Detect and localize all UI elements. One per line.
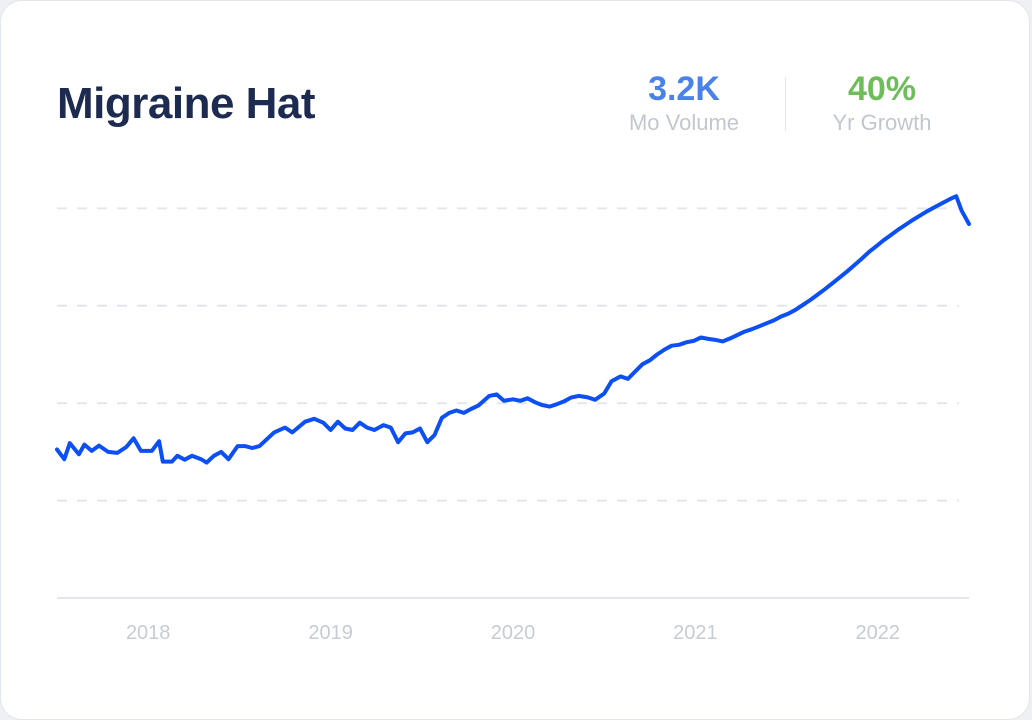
yearly-growth-stat: 40% Yr Growth: [815, 69, 949, 137]
x-tick-label-2020: 2020: [491, 622, 536, 644]
monthly-volume-stat: 3.2K Mo Volume: [613, 69, 755, 137]
x-tick-label-2021: 2021: [673, 622, 718, 644]
card-title: Migraine Hat: [57, 79, 316, 128]
monthly-volume-label: Mo Volume: [628, 110, 740, 135]
x-axis-labels: 2018 2019 2020 2021 2022: [126, 622, 900, 644]
yearly-growth-label: Yr Growth: [832, 110, 932, 135]
x-tick-label-2019: 2019: [308, 622, 353, 644]
search-volume-series-line: [55, 194, 971, 465]
yearly-growth-value: 40%: [847, 70, 917, 108]
monthly-volume-value: 3.2K: [648, 70, 720, 108]
stats-divider: [785, 77, 786, 131]
x-tick-label-2022: 2022: [856, 622, 901, 644]
trend-chart: 2018 2019 2020 2021 2022: [55, 194, 971, 644]
x-tick-label-2018: 2018: [126, 622, 171, 644]
